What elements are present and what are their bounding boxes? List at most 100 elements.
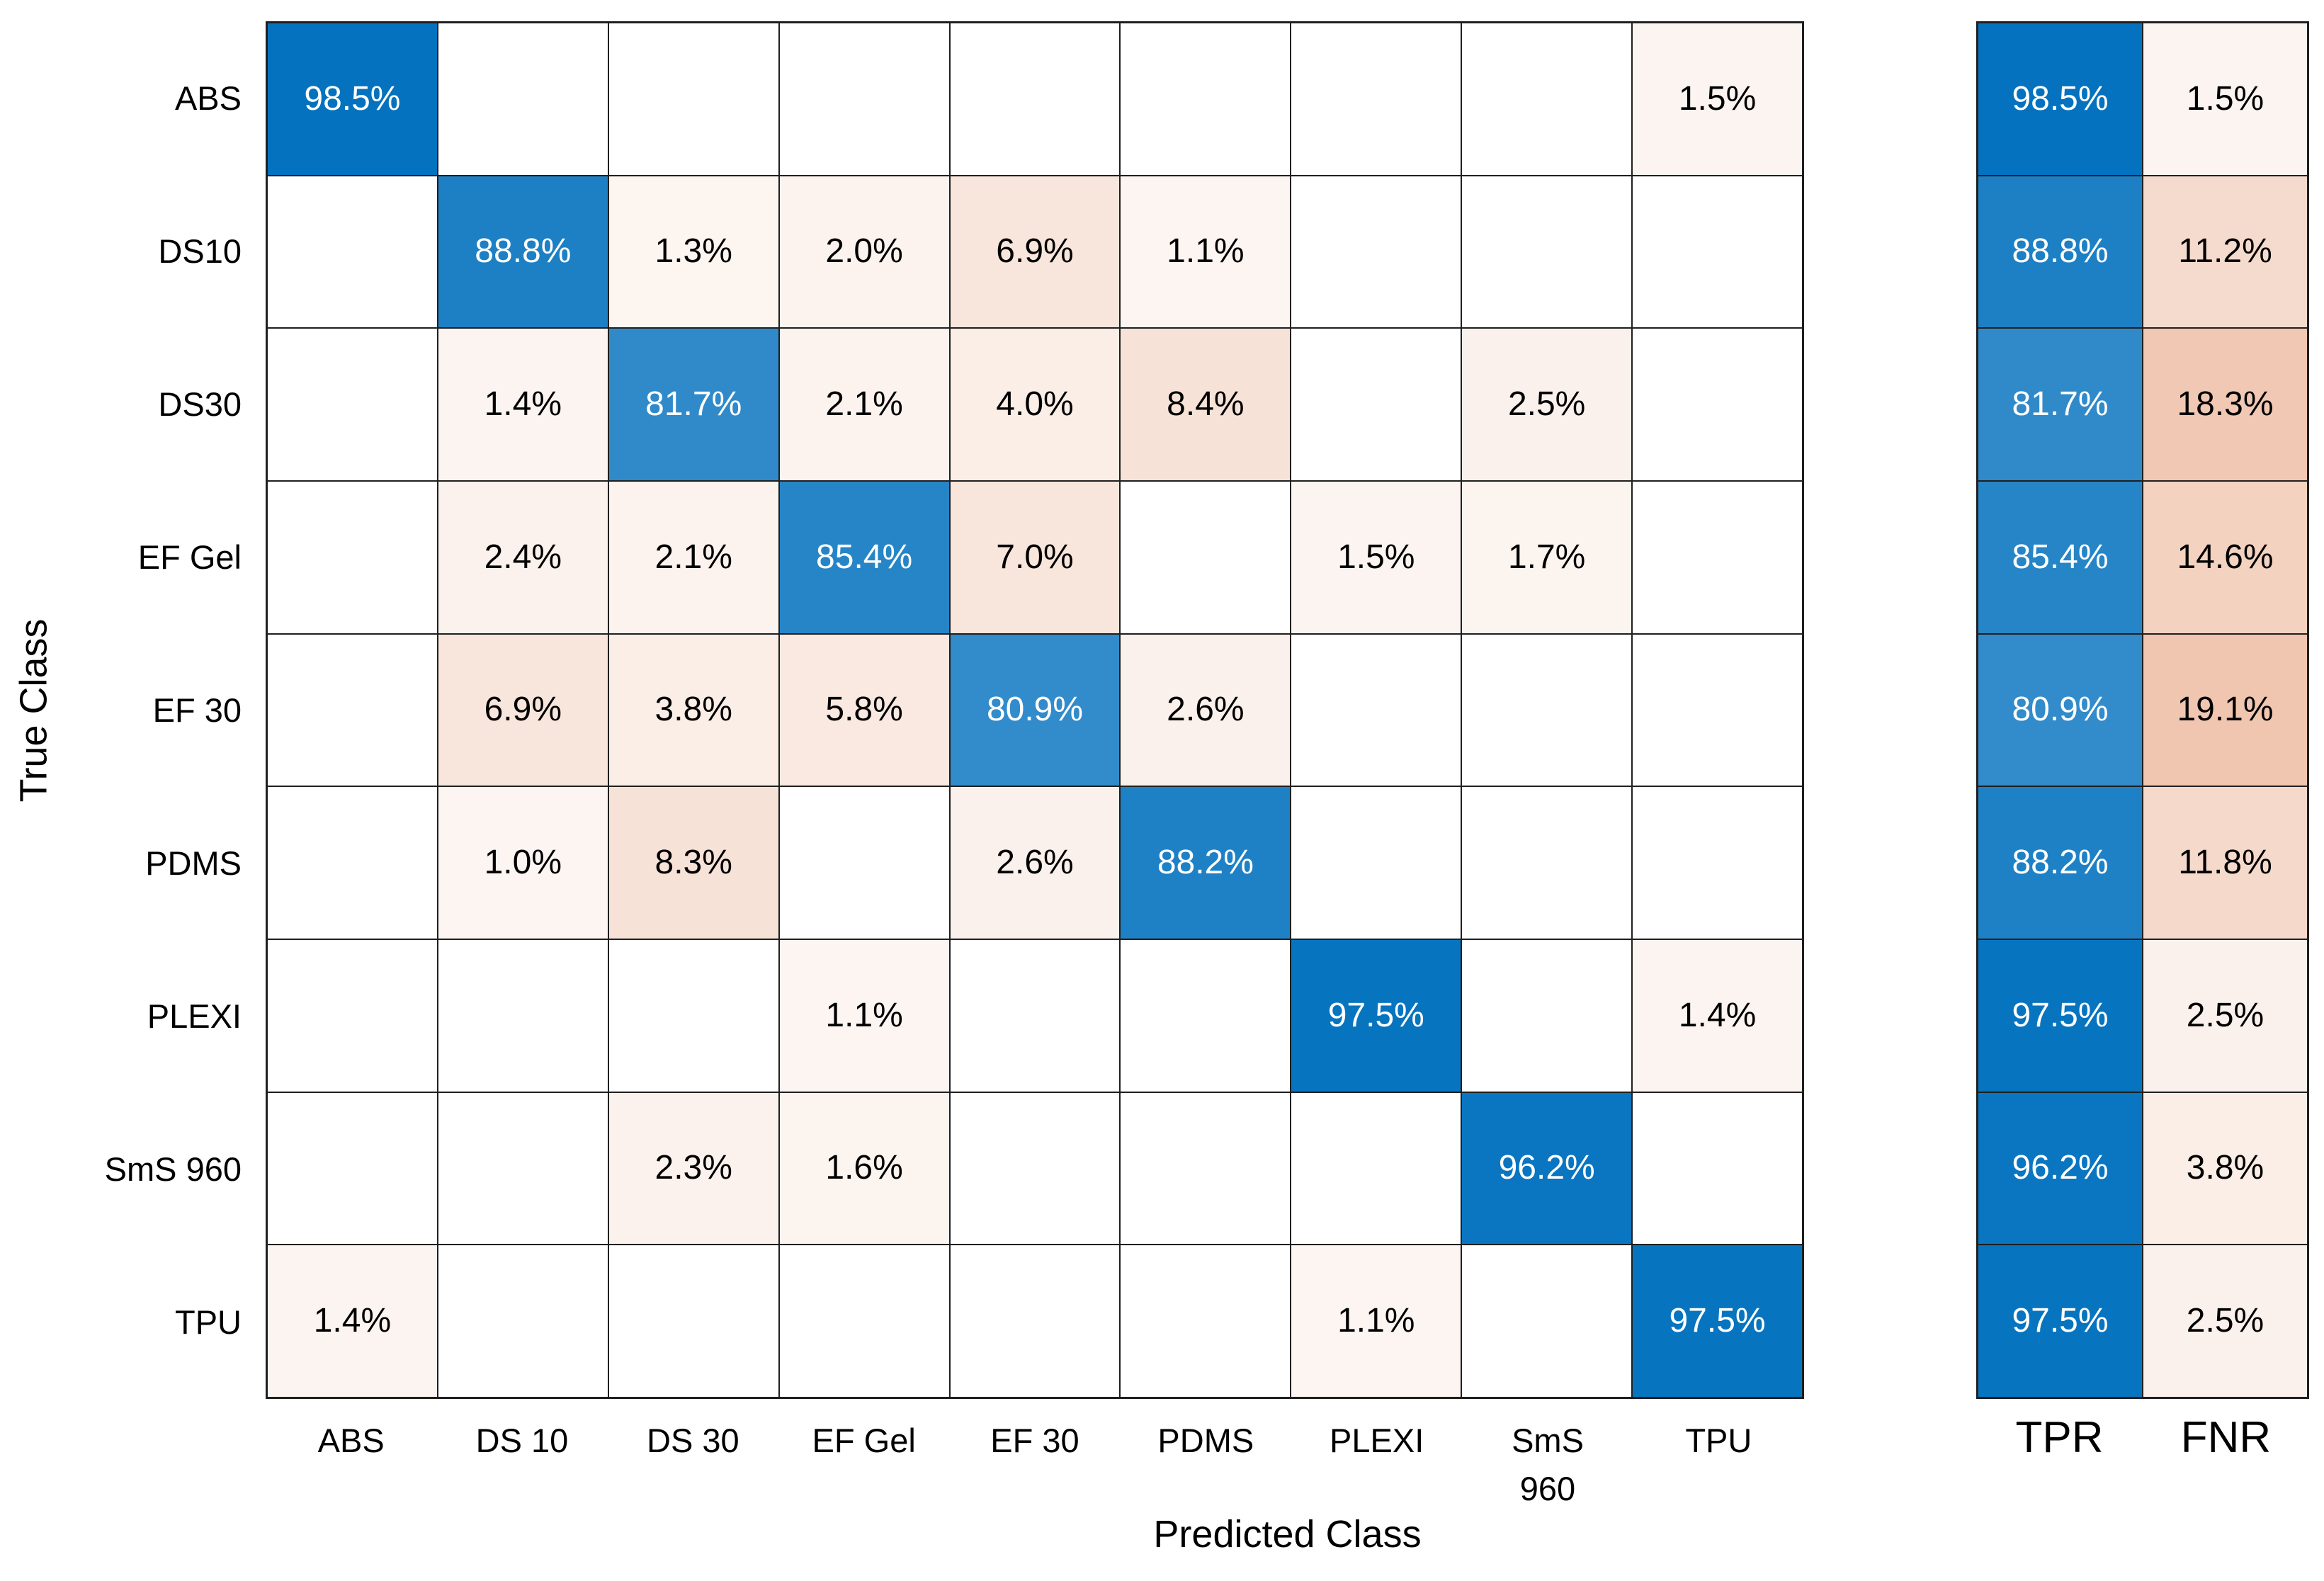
- matrix-cell-ABS-TPU: 1.5%: [1633, 23, 1802, 175]
- matrix-cell-PDMS-PLEXI: [1291, 787, 1461, 939]
- matrix-cell-DS30-EF Gel: 2.1%: [779, 329, 949, 480]
- matrix-cell-EF Gel-EF 30: 7.0%: [950, 482, 1120, 633]
- matrix-cell-SmS 960-EF 30: [950, 1092, 1120, 1245]
- matrix-cell-PDMS-EF 30: 2.6%: [950, 787, 1120, 939]
- fnr-cell-SmS 960: 3.8%: [2143, 1092, 2307, 1245]
- fnr-cell-PLEXI: 2.5%: [2143, 940, 2307, 1092]
- tpr-cell-PDMS: 88.2%: [1978, 787, 2142, 939]
- matrix-cell-DS30-TPU: [1633, 329, 1802, 480]
- matrix-cell-TPU-ABS: 1.4%: [268, 1245, 437, 1397]
- x-tick-label-SmS 960: SmS 960: [1512, 1422, 1584, 1508]
- matrix-cell-SmS 960-EF Gel: 1.6%: [779, 1092, 949, 1245]
- matrix-cell-PDMS-DS 30: 8.3%: [608, 787, 778, 939]
- x-tick-label-DS 30: DS 30: [647, 1422, 739, 1459]
- x-tick-label-DS 10: DS 10: [475, 1422, 569, 1459]
- x-tick-label-PLEXI: PLEXI: [1330, 1422, 1424, 1459]
- matrix-cell-PLEXI-EF Gel: 1.1%: [779, 940, 949, 1092]
- matrix-cell-ABS-PLEXI: [1291, 23, 1461, 175]
- x-axis-title: Predicted Class: [1153, 1513, 1422, 1556]
- matrix-cell-PDMS-PDMS: 88.2%: [1121, 787, 1291, 939]
- matrix-cell-PLEXI-DS 10: [438, 940, 608, 1092]
- tpr-cell-ABS: 98.5%: [1978, 23, 2142, 175]
- x-tick-label-ABS: ABS: [317, 1422, 385, 1459]
- matrix-cell-ABS-PDMS: [1121, 23, 1291, 175]
- matrix-cell-PDMS-SmS 960: [1462, 787, 1632, 939]
- y-tick-label-TPU: TPU: [175, 1303, 242, 1342]
- y-tick-label-DS10: DS10: [158, 232, 242, 270]
- matrix-cell-EF Gel-ABS: [268, 482, 437, 633]
- y-tick-label-PDMS: PDMS: [145, 844, 242, 883]
- matrix-cell-PLEXI-EF 30: [950, 940, 1120, 1092]
- matrix-cell-EF 30-SmS 960: [1462, 634, 1632, 786]
- y-axis-tick-labels: ABS DS10 DS30 EF Gel EF 30 PDMS PLEXI SmS 960 TP…: [0, 21, 254, 1399]
- matrix-cell-DS30-DS 30: 81.7%: [608, 329, 778, 480]
- matrix-cell-EF Gel-DS 30: 2.1%: [608, 482, 778, 633]
- matrix-cell-EF Gel-PLEXI: 1.5%: [1291, 482, 1461, 633]
- matrix-cell-PLEXI-PDMS: [1121, 940, 1291, 1092]
- matrix-cell-TPU-EF Gel: [779, 1245, 949, 1397]
- matrix-cell-PLEXI-ABS: [268, 940, 437, 1092]
- matrix-cell-DS30-SmS 960: 2.5%: [1462, 329, 1632, 480]
- matrix-cell-ABS-DS 10: [438, 23, 608, 175]
- matrix-cell-TPU-SmS 960: [1462, 1245, 1632, 1397]
- matrix-cell-SmS 960-ABS: [268, 1092, 437, 1245]
- y-tick-label-DS30: DS30: [158, 385, 242, 423]
- matrix-cell-EF Gel-EF Gel: 85.4%: [779, 482, 949, 633]
- matrix-cell-TPU-PDMS: [1121, 1245, 1291, 1397]
- matrix-cell-DS30-DS 10: 1.4%: [438, 329, 608, 480]
- matrix-cell-EF 30-DS 30: 3.8%: [608, 634, 778, 786]
- matrix-cell-ABS-SmS 960: [1462, 23, 1632, 175]
- matrix-cell-TPU-EF 30: [950, 1245, 1120, 1397]
- matrix-cell-DS10-ABS: [268, 176, 437, 328]
- matrix-cell-PDMS-TPU: [1633, 787, 1802, 939]
- tpr-cell-PLEXI: 97.5%: [1978, 940, 2142, 1092]
- fnr-cell-EF 30: 19.1%: [2143, 634, 2307, 786]
- matrix-cell-EF Gel-PDMS: [1121, 482, 1291, 633]
- matrix-cell-DS30-ABS: [268, 329, 437, 480]
- matrix-cell-TPU-TPU: 97.5%: [1633, 1245, 1802, 1397]
- matrix-cell-EF 30-EF 30: 80.9%: [950, 634, 1120, 786]
- fnr-cell-PDMS: 11.8%: [2143, 787, 2307, 939]
- tpr-cell-SmS 960: 96.2%: [1978, 1092, 2142, 1245]
- matrix-cell-DS10-DS 30: 1.3%: [608, 176, 778, 328]
- matrix-cell-ABS-DS 30: [608, 23, 778, 175]
- matrix-cell-PDMS-ABS: [268, 787, 437, 939]
- matrix-cell-PDMS-EF Gel: [779, 787, 949, 939]
- matrix-cell-EF 30-PDMS: 2.6%: [1121, 634, 1291, 786]
- matrix-cell-DS30-PDMS: 8.4%: [1121, 329, 1291, 480]
- matrix-cell-DS10-PLEXI: [1291, 176, 1461, 328]
- matrix-cell-SmS 960-DS 30: 2.3%: [608, 1092, 778, 1245]
- matrix-cell-ABS-ABS: 98.5%: [268, 23, 437, 175]
- matrix-cell-DS10-EF 30: 6.9%: [950, 176, 1120, 328]
- matrix-cell-SmS 960-TPU: [1633, 1092, 1802, 1245]
- fnr-cell-DS30: 18.3%: [2143, 329, 2307, 480]
- matrix-cell-EF Gel-SmS 960: 1.7%: [1462, 482, 1632, 633]
- x-tick-label-TPU: TPU: [1685, 1422, 1752, 1459]
- matrix-cell-TPU-PLEXI: 1.1%: [1291, 1245, 1461, 1397]
- tpr-column-header: TPR: [2015, 1413, 2104, 1462]
- matrix-cell-DS10-DS 10: 88.8%: [438, 176, 608, 328]
- matrix-cell-PLEXI-TPU: 1.4%: [1633, 940, 1802, 1092]
- matrix-cell-EF 30-EF Gel: 5.8%: [779, 634, 949, 786]
- matrix-cell-EF 30-DS 10: 6.9%: [438, 634, 608, 786]
- matrix-cell-SmS 960-PDMS: [1121, 1092, 1291, 1245]
- y-tick-label-PLEXI: PLEXI: [147, 997, 242, 1036]
- matrix-cell-EF 30-TPU: [1633, 634, 1802, 786]
- x-axis-tick-labels: ABS DS 10 DS 30 EF Gel EF 30 PDMS PLEXI SmS 960 T…: [266, 1417, 1804, 1530]
- tpr-cell-EF Gel: 85.4%: [1978, 482, 2142, 633]
- matrix-cell-EF Gel-DS 10: 2.4%: [438, 482, 608, 633]
- matrix-cell-ABS-EF 30: [950, 23, 1120, 175]
- matrix-cell-PLEXI-DS 30: [608, 940, 778, 1092]
- matrix-cell-DS30-PLEXI: [1291, 329, 1461, 480]
- y-tick-label-ABS: ABS: [174, 79, 242, 117]
- matrix-cell-EF 30-ABS: [268, 634, 437, 786]
- matrix-cell-SmS 960-SmS 960: 96.2%: [1462, 1092, 1632, 1245]
- matrix-cell-DS30-EF 30: 4.0%: [950, 329, 1120, 480]
- matrix-cell-PDMS-DS 10: 1.0%: [438, 787, 608, 939]
- x-tick-label-EF 30: EF 30: [990, 1422, 1079, 1459]
- matrix-cell-ABS-EF Gel: [779, 23, 949, 175]
- tpr-cell-DS30: 81.7%: [1978, 329, 2142, 480]
- fnr-cell-DS10: 11.2%: [2143, 176, 2307, 328]
- matrix-cell-DS10-SmS 960: [1462, 176, 1632, 328]
